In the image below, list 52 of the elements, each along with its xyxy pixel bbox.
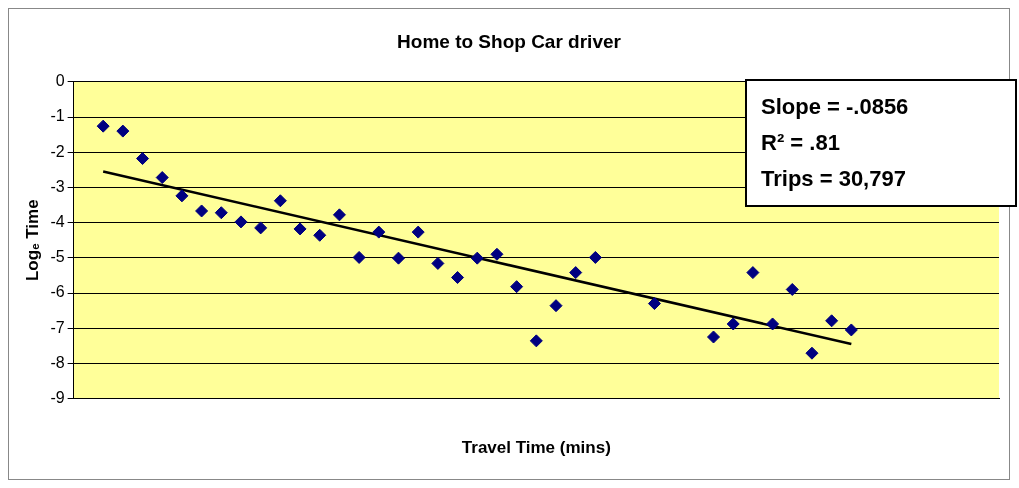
point bbox=[844, 323, 858, 337]
point bbox=[391, 251, 405, 265]
annotation: Slope = -.0856 bbox=[761, 93, 910, 121]
point bbox=[155, 171, 169, 185]
point bbox=[431, 256, 445, 270]
point bbox=[588, 250, 602, 264]
point bbox=[332, 208, 346, 222]
point bbox=[726, 317, 740, 331]
annotation: R² = .81 bbox=[761, 129, 841, 157]
annotation: Trips = 30,797 bbox=[761, 165, 907, 193]
y-tick-label: -6 bbox=[50, 283, 65, 301]
y-tick-label: -3 bbox=[50, 177, 65, 195]
point bbox=[352, 250, 366, 264]
point bbox=[372, 225, 386, 239]
point bbox=[647, 297, 661, 311]
point bbox=[293, 222, 307, 236]
point bbox=[234, 215, 248, 229]
point bbox=[313, 228, 327, 242]
y-tick-label: -5 bbox=[50, 248, 65, 266]
point bbox=[136, 152, 150, 166]
point bbox=[510, 280, 524, 294]
point bbox=[549, 299, 563, 313]
y-axis-title: Logₑ Time bbox=[22, 199, 42, 282]
chart-title: Home to Shop Car driver bbox=[397, 30, 622, 52]
point bbox=[96, 119, 110, 133]
point bbox=[451, 271, 465, 285]
point bbox=[805, 346, 819, 360]
y-tick-label: -7 bbox=[50, 318, 65, 336]
point bbox=[490, 247, 504, 261]
y-tick-label: 0 bbox=[55, 72, 65, 90]
point bbox=[470, 251, 484, 265]
point bbox=[411, 225, 425, 239]
y-tick-label: -4 bbox=[50, 213, 65, 231]
point bbox=[766, 317, 780, 331]
y-tick-label: -2 bbox=[50, 142, 65, 160]
x-axis-title: Travel Time (mins) bbox=[461, 438, 611, 458]
point bbox=[214, 206, 228, 220]
point bbox=[254, 221, 268, 235]
point bbox=[785, 282, 799, 296]
point bbox=[195, 204, 209, 218]
point bbox=[116, 124, 130, 138]
point bbox=[569, 266, 583, 280]
point bbox=[707, 330, 721, 344]
point bbox=[825, 314, 839, 328]
y-tick-label: -8 bbox=[50, 353, 65, 371]
point bbox=[273, 194, 287, 208]
note-box: Slope = -.0856 R² = .81 Trips = 30,797 bbox=[745, 79, 1017, 207]
y-tick-label: -9 bbox=[50, 389, 65, 407]
point bbox=[746, 266, 760, 280]
point bbox=[175, 189, 189, 203]
y-tick-label: -1 bbox=[50, 107, 65, 125]
point bbox=[529, 334, 543, 348]
